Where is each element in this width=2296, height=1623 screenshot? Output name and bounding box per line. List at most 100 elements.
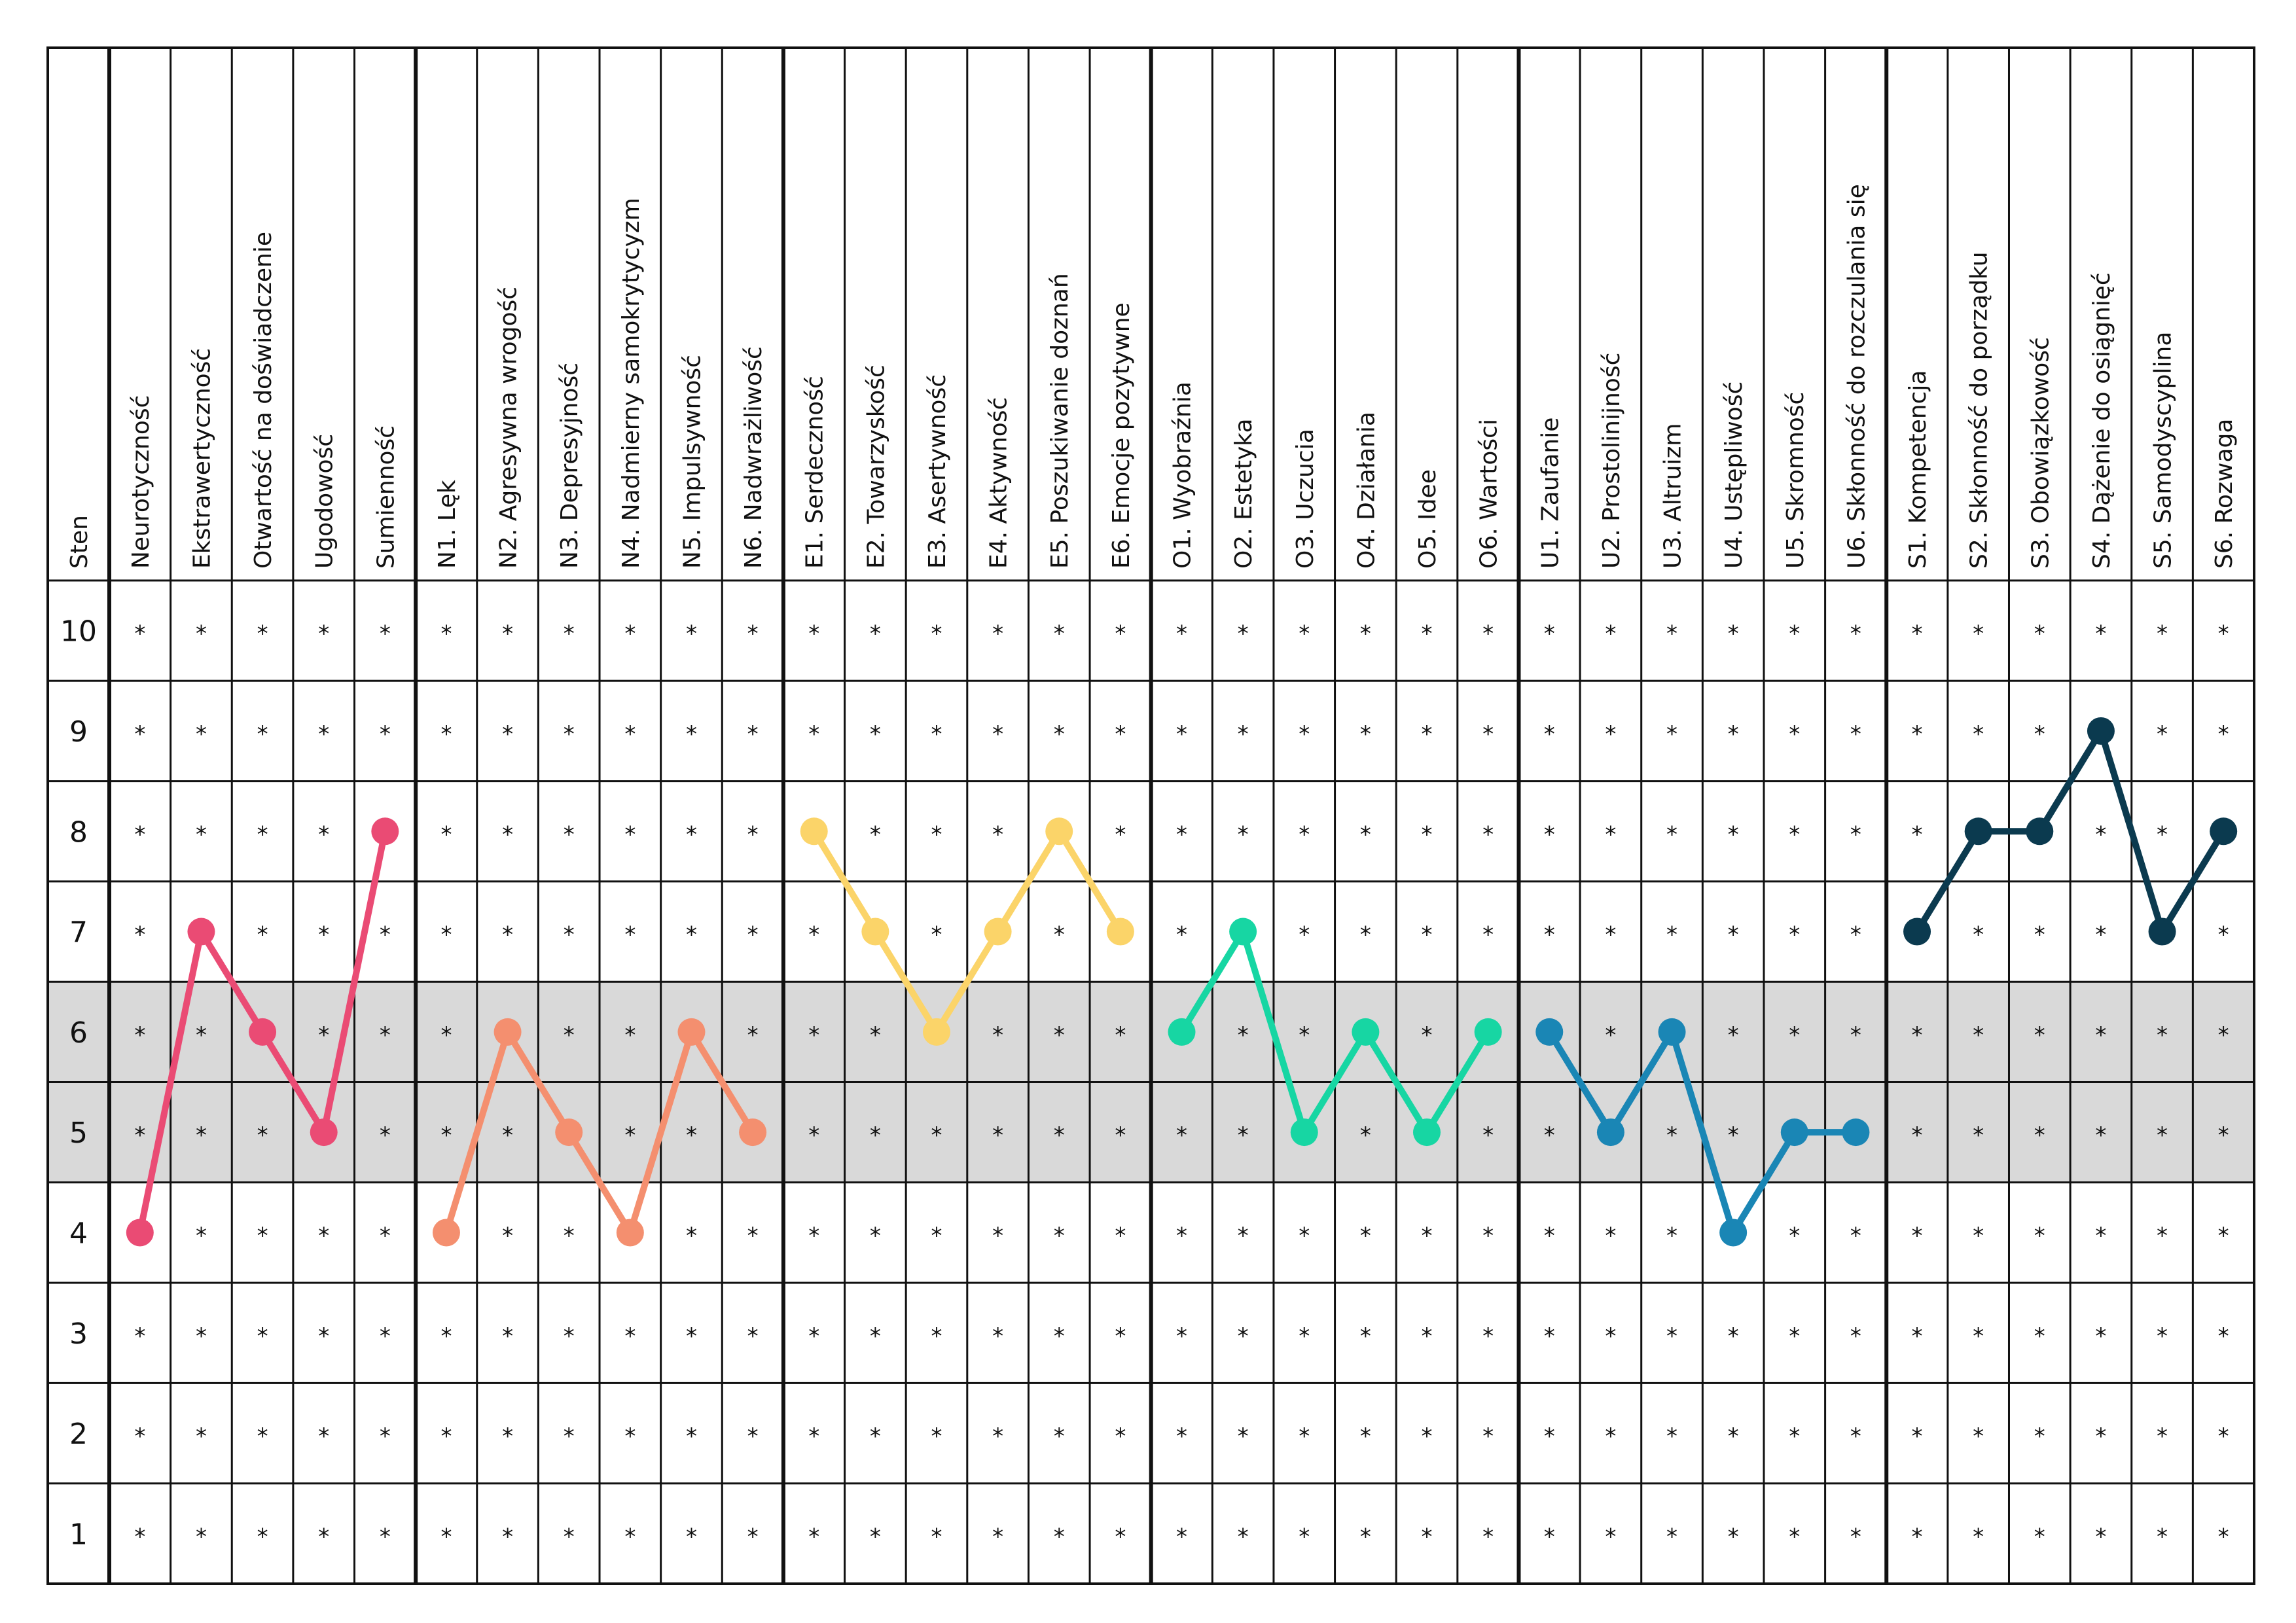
cell-marker: * <box>931 821 942 847</box>
cell-marker: * <box>1912 621 1923 647</box>
cell-marker: * <box>196 1423 207 1450</box>
column-header: N4. Nadmierny samokrytycyzm <box>618 198 645 569</box>
cell-marker: * <box>502 1323 513 1349</box>
cell-marker: * <box>747 1323 759 1349</box>
cell-marker: * <box>2095 1423 2106 1450</box>
column-header: O1. Wyobraźnia <box>1170 382 1196 569</box>
cell-marker: * <box>1544 922 1555 948</box>
cell-marker: * <box>502 1222 513 1249</box>
series-group <box>800 817 1134 1046</box>
cell-marker: * <box>2218 1423 2229 1450</box>
cell-marker: * <box>1054 721 1065 747</box>
cell-marker: * <box>2218 1122 2229 1149</box>
cell-marker: * <box>196 1222 207 1249</box>
cell-marker: * <box>808 1222 819 1249</box>
cell-marker: * <box>2157 1423 2168 1450</box>
cell-marker: * <box>502 821 513 847</box>
cell-marker: * <box>1728 721 1739 747</box>
cell-marker: * <box>1238 721 1249 747</box>
cell-marker: * <box>2034 1323 2045 1349</box>
cell-marker: * <box>992 1423 1003 1450</box>
cell-marker: * <box>747 1524 759 1550</box>
cell-marker: * <box>870 1323 881 1349</box>
cell-marker: * <box>2157 1222 2168 1249</box>
column-header: N1. Lęk <box>434 480 461 569</box>
cell-marker: * <box>2034 1524 2045 1550</box>
cell-marker: * <box>870 721 881 747</box>
cell-marker: * <box>1973 1524 1984 1550</box>
cell-marker: * <box>1238 1323 1249 1349</box>
series-point <box>739 1118 767 1147</box>
cell-marker: * <box>2034 721 2045 747</box>
column-header: O3. Uczucia <box>1292 429 1319 569</box>
cell-marker: * <box>1176 1122 1187 1149</box>
cell-marker: * <box>931 922 942 948</box>
cell-marker: * <box>2157 1022 2168 1048</box>
sten-tick-label: 1 <box>69 1518 88 1551</box>
cell-marker: * <box>870 621 881 647</box>
sten-tick-label: 10 <box>60 615 97 649</box>
cell-marker: * <box>1238 821 1249 847</box>
cell-marker: * <box>992 1524 1003 1550</box>
cell-marker: * <box>1728 1022 1739 1048</box>
cell-marker: * <box>1605 1423 1616 1450</box>
cell-marker: * <box>1912 721 1923 747</box>
cell-marker: * <box>1422 922 1433 948</box>
column-header-layer: Sten Neurotyczność Ekstrawertyczność Otwar… <box>66 184 2238 569</box>
cell-marker: * <box>992 1022 1003 1048</box>
cell-marker: * <box>502 621 513 647</box>
sten-axis-label: Sten <box>66 515 93 569</box>
cell-marker: * <box>1238 1222 1249 1249</box>
column-header: S3. Obowiązkowość <box>2027 337 2054 569</box>
cell-marker: * <box>931 1323 942 1349</box>
series-point <box>187 918 215 946</box>
cell-marker: * <box>2218 1323 2229 1349</box>
cell-marker: * <box>624 1022 636 1048</box>
cell-marker: * <box>1238 1423 1249 1450</box>
cell-marker: * <box>1238 1022 1249 1048</box>
cell-marker: * <box>931 721 942 747</box>
cell-marker: * <box>1299 1524 1310 1550</box>
column-header: U6. Skłonność do rozczulania się <box>1843 184 1870 569</box>
cell-marker: * <box>1789 821 1800 847</box>
cell-marker: * <box>502 1423 513 1450</box>
column-header: S6. Rozwaga <box>2211 419 2238 569</box>
cell-marker: * <box>440 621 452 647</box>
cell-marker: * <box>624 1524 636 1550</box>
cell-marker: * <box>1238 1524 1249 1550</box>
series-point <box>1290 1118 1318 1147</box>
series-point <box>800 817 828 846</box>
cell-marker: * <box>1544 721 1555 747</box>
cell-marker: * <box>808 1423 819 1450</box>
cell-marker: * <box>1054 1022 1065 1048</box>
cell-marker: * <box>380 621 391 647</box>
cell-marker: * <box>134 621 145 647</box>
cell-marker: * <box>1054 1423 1065 1450</box>
cell-marker: * <box>440 1524 452 1550</box>
cell-marker: * <box>1482 922 1494 948</box>
column-header: N2. Agresywna wrogość <box>495 287 522 569</box>
cell-marker: * <box>1666 1323 1677 1349</box>
cell-marker: * <box>624 922 636 948</box>
cell-marker: * <box>992 721 1003 747</box>
cell-marker: * <box>1482 1122 1494 1149</box>
cell-marker: * <box>1054 922 1065 948</box>
cell-marker: * <box>318 621 329 647</box>
cell-marker: * <box>134 922 145 948</box>
cell-marker: * <box>1054 1524 1065 1550</box>
series-point <box>2210 817 2238 846</box>
cell-marker: * <box>440 821 452 847</box>
cell-marker: * <box>870 821 881 847</box>
cell-marker: * <box>257 922 268 948</box>
cell-marker: * <box>380 721 391 747</box>
series-point <box>1168 1018 1196 1046</box>
column-header: S2. Skłonność do porządku <box>1966 251 1993 569</box>
grid-layer <box>46 46 2255 1585</box>
cell-marker-layer: * * * * * * * * * * * * * * * * * * * * * * * * * * * * * * * * * * * * * * * *… <box>134 621 2229 1550</box>
cell-marker: * <box>1605 1022 1616 1048</box>
cell-marker: * <box>992 1222 1003 1249</box>
cell-marker: * <box>1728 621 1739 647</box>
cell-marker: * <box>1544 1323 1555 1349</box>
cell-marker: * <box>1360 621 1371 647</box>
cell-marker: * <box>1115 721 1126 747</box>
